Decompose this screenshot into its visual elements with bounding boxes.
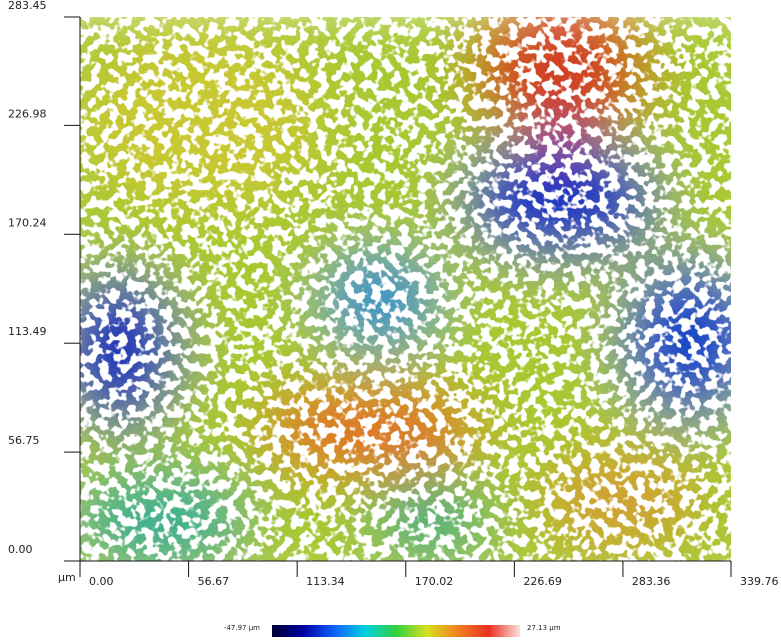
x-tick-label: 56.67: [198, 575, 230, 588]
y-tick-label: 113.49: [8, 325, 47, 338]
x-tick-label: 113.34: [306, 575, 345, 588]
y-tick-label: 0.00: [8, 543, 33, 556]
x-tick-label: 339.76: [740, 575, 779, 588]
y-tick-label: 283.45: [8, 0, 47, 12]
x-tick-label: 283.36: [632, 575, 671, 588]
colorbar-min-label: -47.97 µm: [224, 624, 260, 632]
y-tick-label: 170.24: [8, 216, 47, 229]
x-tick-label: 0.00: [89, 575, 114, 588]
y-tick-label: 226.98: [8, 107, 47, 120]
y-tick-label: 56.75: [8, 434, 40, 447]
x-tick-label: 226.69: [523, 575, 562, 588]
x-unit: µm: [58, 571, 76, 584]
height-map: [80, 17, 731, 561]
x-tick-label: 170.02: [415, 575, 454, 588]
colorbar-max-label: 27.13 µm: [527, 624, 561, 632]
colorbar: [272, 625, 520, 637]
